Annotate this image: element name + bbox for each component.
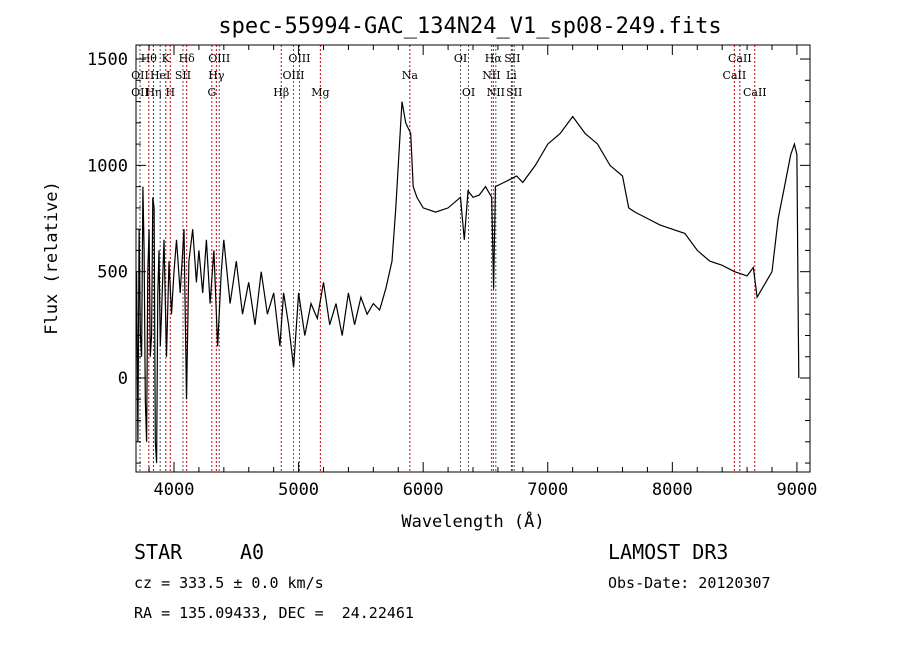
spectral-line-label: OI (462, 86, 475, 99)
spectral-line-label: K (162, 52, 171, 65)
spectral-line-label: OIII (282, 69, 304, 82)
survey-name: LAMOST DR3 (608, 540, 729, 564)
spectral-line-label: CaII (723, 69, 747, 82)
spectral-line-label: SII (504, 52, 520, 65)
x-tick-label: 4000 (154, 480, 195, 500)
spectral-line-label: Hδ (179, 52, 196, 65)
x-axis-label: Wavelength (Å) (401, 510, 544, 532)
y-tick-label: 1500 (87, 50, 128, 70)
spectral-line-label: NII (487, 86, 505, 99)
spectral-line-label: OII (131, 86, 149, 99)
y-tick-label: 0 (118, 369, 128, 389)
spectral-line-label: Hη (145, 86, 161, 99)
spectral-line-label: NII (482, 69, 500, 82)
chart-title: spec-55994-GAC_134N24_V1_sp08-249.fits (218, 14, 721, 39)
spectral-line-label: Mg (311, 86, 329, 99)
spectral-line-label: SII (175, 69, 191, 82)
redshift-cz: cz = 333.5 ± 0.0 km/s (134, 574, 324, 592)
coordinates: RA = 135.09433, DEC = 24.22461 (134, 604, 414, 622)
spectral-line-label: Li (506, 69, 517, 82)
plot-frame (135, 44, 811, 473)
spectral-line-label: OIII (208, 52, 230, 65)
spectral-line-label: G (207, 86, 216, 99)
x-tick-label: 8000 (652, 480, 693, 500)
y-axis-label: Flux (relative) (42, 181, 62, 335)
spectral-line-label: Hα (485, 52, 503, 65)
x-tick-label: 9000 (776, 480, 817, 500)
object-class: STAR (134, 540, 183, 564)
spectral-line-label: Hγ (208, 69, 225, 82)
x-tick-label: 6000 (403, 480, 444, 500)
spectrum-line (136, 101, 800, 464)
spectral-line-label: HeI (150, 69, 170, 82)
spectral-line-label: SII (506, 86, 522, 99)
spectral-line-label: OII (131, 69, 149, 82)
spectral-line-label: Na (402, 69, 419, 82)
y-tick-label: 500 (97, 263, 128, 283)
spectral-line-label: Hβ (273, 86, 289, 99)
object-subclass: A0 (240, 540, 265, 564)
spectral-line-label: CaII (728, 52, 752, 65)
spectrum-chart: spec-55994-GAC_134N24_V1_sp08-249.fits F… (42, 14, 817, 532)
y-tick-label: 1000 (87, 156, 128, 176)
observation-date: Obs-Date: 20120307 (608, 574, 771, 592)
spectral-line-label: OIII (288, 52, 310, 65)
spectral-line-label: OI (454, 52, 467, 65)
x-tick-label: 5000 (278, 480, 319, 500)
x-tick-label: 7000 (527, 480, 568, 500)
spectral-line-label: CaII (743, 86, 767, 99)
spectral-line-label: Hθ (141, 52, 158, 65)
spectral-line-label: H (165, 86, 175, 99)
